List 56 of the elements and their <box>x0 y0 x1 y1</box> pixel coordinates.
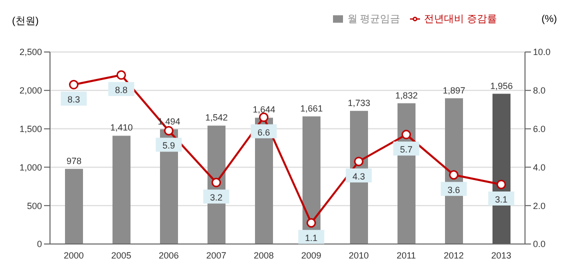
point <box>449 170 458 180</box>
data-label: 8.3 <box>67 94 80 105</box>
y2-tick-label: 10.0 <box>533 47 551 58</box>
legend-label: 월 평균임금 <box>347 14 400 25</box>
data-label: 1,956 <box>490 80 513 91</box>
bar <box>65 168 83 244</box>
data-label: 3.1 <box>494 194 508 204</box>
data-label: 1,832 <box>395 90 418 100</box>
data-label: 978 <box>66 156 82 166</box>
x-tick-label: 2008 <box>254 250 274 260</box>
y-tick-label: 0 <box>36 239 42 250</box>
y2-tick-label: 4.0 <box>533 162 546 172</box>
data-label: 1,644 <box>252 104 276 115</box>
x-tick-label: 2009 <box>301 250 322 260</box>
point <box>212 178 221 188</box>
y2-tick-label: 6.0 <box>533 124 546 134</box>
x-tick-label: 2011 <box>396 250 416 260</box>
point <box>402 130 411 140</box>
data-label: 5.9 <box>162 140 176 151</box>
y-tick-label: 1,000 <box>19 162 42 172</box>
y2-tick-label: 2.0 <box>533 200 546 211</box>
data-label: 8.8 <box>114 85 128 96</box>
point <box>354 156 364 166</box>
y-tick-label: 2,500 <box>19 47 42 58</box>
point <box>69 80 78 90</box>
point <box>116 70 126 80</box>
y2-tick-label: 0.0 <box>533 239 546 250</box>
data-label: 1,542 <box>205 112 228 123</box>
x-tick-label: 2010 <box>348 250 369 260</box>
data-label: 1,410 <box>110 122 133 133</box>
x-tick-label: 2000 <box>64 250 84 260</box>
point <box>164 126 174 136</box>
point <box>496 180 506 190</box>
data-label: 6.6 <box>257 127 270 138</box>
data-label: 3.2 <box>210 192 223 203</box>
x-tick-label: 2007 <box>206 250 226 260</box>
x-tick-label: 2005 <box>111 250 132 260</box>
data-label: 1.1 <box>304 232 318 243</box>
x-tick-label: 2013 <box>491 250 512 260</box>
y-axis-title: (천원) <box>12 15 39 28</box>
y-tick-label: 1,500 <box>19 124 42 134</box>
data-label: 1,897 <box>442 85 466 96</box>
x-tick-label: 2012 <box>444 250 464 260</box>
data-label: 1,733 <box>348 98 370 108</box>
point <box>306 218 316 228</box>
y-tick-label: 500 <box>26 200 42 211</box>
x-tick-label: 2006 <box>158 250 179 260</box>
y2-axis-title: (%) <box>541 14 557 25</box>
data-label: 1,661 <box>300 103 323 114</box>
data-label: 5.7 <box>400 144 413 155</box>
y-tick-label: 2,000 <box>19 86 42 96</box>
bar <box>112 136 130 244</box>
legend-label: 전년대비 증감률 <box>424 14 497 25</box>
data-label: 3.6 <box>447 184 460 195</box>
data-label: 4.3 <box>352 171 366 182</box>
y2-tick-label: 8.0 <box>533 86 546 96</box>
